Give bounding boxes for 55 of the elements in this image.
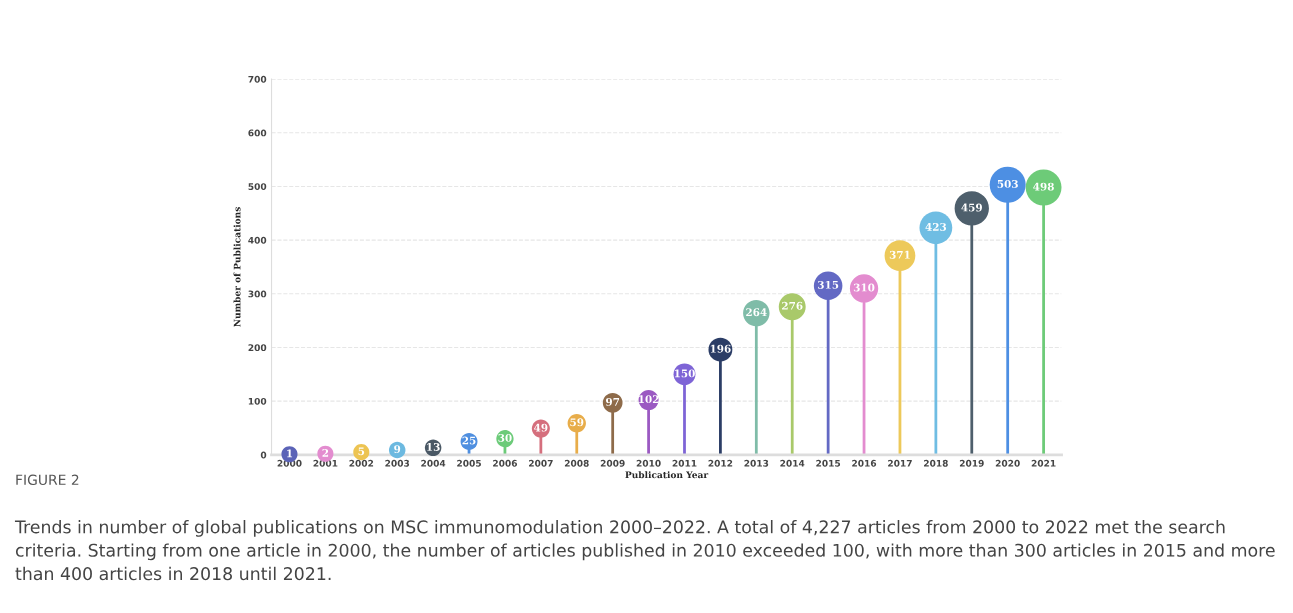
y-axis-title: Number of Publications — [233, 207, 241, 327]
x-tick-label: 2007 — [529, 459, 553, 467]
x-tick-label: 2014 — [780, 459, 805, 467]
x-tick-label: 2009 — [600, 459, 625, 467]
x-tick-label: 2011 — [672, 459, 697, 467]
data-label: 9 — [394, 445, 401, 454]
caption: FIGURE 2 — [16, 474, 79, 486]
data-label: 13 — [427, 443, 440, 451]
data-label: 2 — [322, 448, 329, 457]
x-tick-label: 2005 — [457, 459, 481, 467]
data-label: 315 — [817, 280, 839, 289]
x-tick-label: 2004 — [421, 459, 446, 467]
x-tick-label: 2001 — [313, 459, 338, 467]
data-label: 30 — [498, 433, 512, 442]
data-label: 25 — [462, 436, 476, 445]
data-label: 276 — [782, 301, 803, 310]
x-tick-label: 2013 — [744, 459, 769, 467]
data-label: 503 — [997, 179, 1018, 188]
data-label: 459 — [961, 203, 982, 212]
y-tick-label: 700 — [248, 75, 267, 83]
data-label: 310 — [853, 283, 875, 292]
x-tick-label: 2016 — [852, 459, 877, 467]
x-axis-title: Publication Year — [625, 471, 709, 479]
y-tick-label: 300 — [248, 290, 267, 298]
data-label: 5 — [358, 447, 365, 456]
text: Trends in number of global publications on MSC immunomodulation 2000–2022. A total of 4,227 articles from 2000 to 2022 met the search criteria. Starting from one article in 2000, the number of articles published in 2010 exceeded 100, with more than 300 articles in 2015 and more than 400 articles in 2018 until 2021. — [14, 520, 1275, 581]
data-label: 264 — [746, 308, 767, 317]
y-tick-label: 400 — [248, 236, 267, 244]
x-tick-label: 2006 — [493, 459, 518, 467]
data-label: 150 — [674, 369, 695, 378]
data-label: 102 — [638, 395, 659, 404]
x-tick-label: 2020 — [995, 459, 1020, 467]
x-tick-label: 2021 — [1031, 459, 1056, 467]
x-tick-label: 2002 — [349, 459, 374, 467]
data-label: 97 — [605, 397, 620, 406]
y-tick-label: 600 — [248, 129, 267, 137]
x-tick-label: 2019 — [959, 459, 984, 467]
x-tick-label: 2012 — [708, 459, 733, 467]
y-tick-label: 100 — [248, 397, 267, 405]
y-tick-label: 500 — [248, 183, 267, 190]
data-label: 196 — [710, 344, 731, 353]
data-label: 59 — [570, 418, 584, 427]
x-tick-label: 2008 — [564, 459, 589, 467]
data-label: 371 — [889, 250, 910, 259]
y-tick-label: 200 — [248, 344, 267, 352]
x-tick-label: 2017 — [888, 459, 912, 467]
data-label: 1 — [287, 449, 293, 458]
x-tick-label: 2010 — [636, 459, 661, 467]
data-label: 49 — [534, 423, 548, 432]
x-tick-label: 2003 — [385, 459, 410, 467]
y-tick-label: 0 — [260, 451, 267, 459]
data-label: 498 — [1033, 182, 1054, 191]
data-label: 423 — [925, 222, 947, 231]
x-tick-label: 2015 — [816, 459, 841, 467]
x-tick-label: 2018 — [924, 459, 948, 467]
